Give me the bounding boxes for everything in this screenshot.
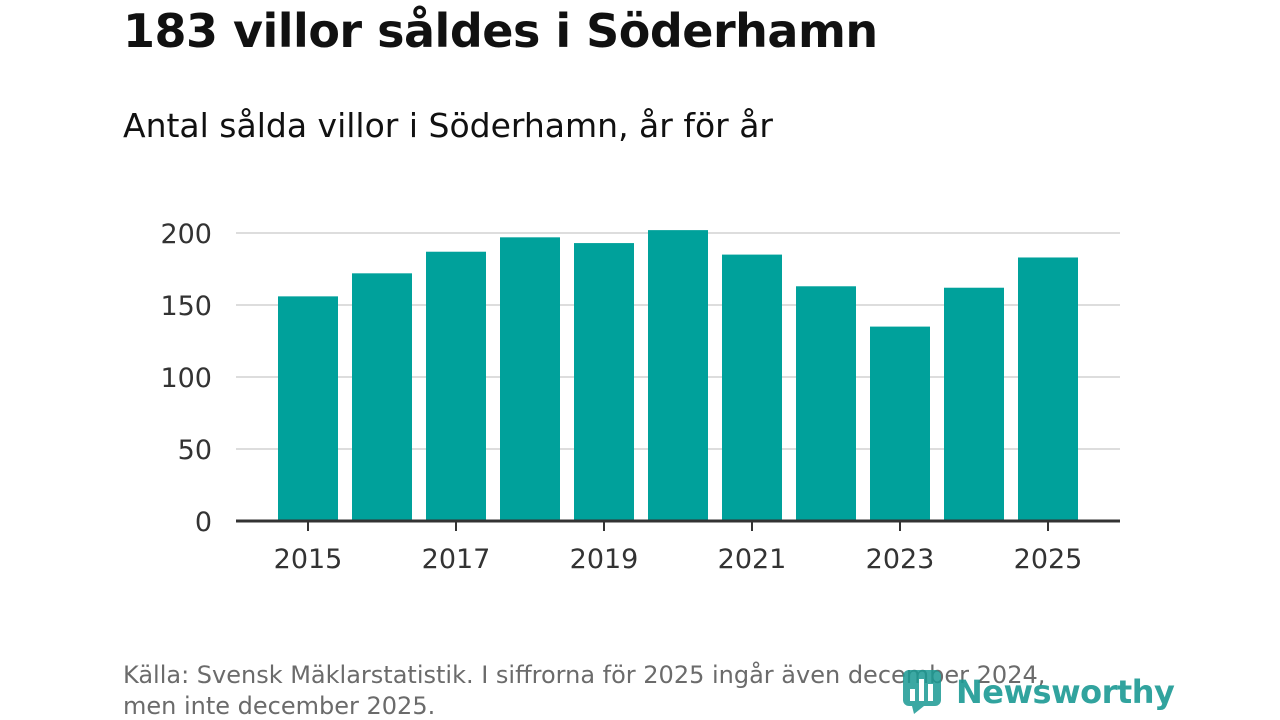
bar-2017 [426, 251, 486, 521]
x-tick-label-2023: 2023 [866, 544, 935, 575]
chart-title: 183 villor såldes i Söderhamn [123, 4, 878, 58]
x-tick-label-2019: 2019 [570, 544, 639, 575]
bar-2023 [870, 326, 930, 521]
bar-2021 [722, 254, 782, 521]
y-tick-label-200: 200 [160, 219, 212, 250]
chart-subtitle: Antal sålda villor i Söderhamn, år för å… [123, 106, 773, 145]
newsworthy-logo-text: Newsworthy [956, 673, 1175, 711]
bar-2015 [278, 296, 338, 521]
y-tick-label-150: 150 [160, 291, 212, 322]
bar-2016 [352, 273, 412, 521]
y-tick-label-50: 50 [178, 435, 212, 466]
bar-2019 [574, 243, 634, 521]
bar-2022 [796, 286, 856, 521]
x-tick-label-2025: 2025 [1014, 544, 1083, 575]
newsworthy-logo: Newsworthy [902, 669, 1175, 715]
y-tick-label-0: 0 [195, 507, 212, 538]
y-tick-label-100: 100 [160, 363, 212, 394]
newsworthy-logo-icon [903, 670, 941, 714]
source-line-1: Källa: Svensk Mäklarstatistik. I siffror… [123, 661, 1046, 689]
bar-2024 [944, 287, 1004, 521]
bar-2020 [648, 230, 708, 521]
x-tick-label-2021: 2021 [718, 544, 787, 575]
bar-2025 [1018, 257, 1078, 521]
x-tick-label-2015: 2015 [274, 544, 343, 575]
x-tick-label-2017: 2017 [422, 544, 491, 575]
bar-2018 [500, 237, 560, 521]
source-line-2: men inte december 2025. [123, 692, 436, 720]
source-note: Källa: Svensk Mäklarstatistik. I siffror… [123, 660, 1123, 720]
